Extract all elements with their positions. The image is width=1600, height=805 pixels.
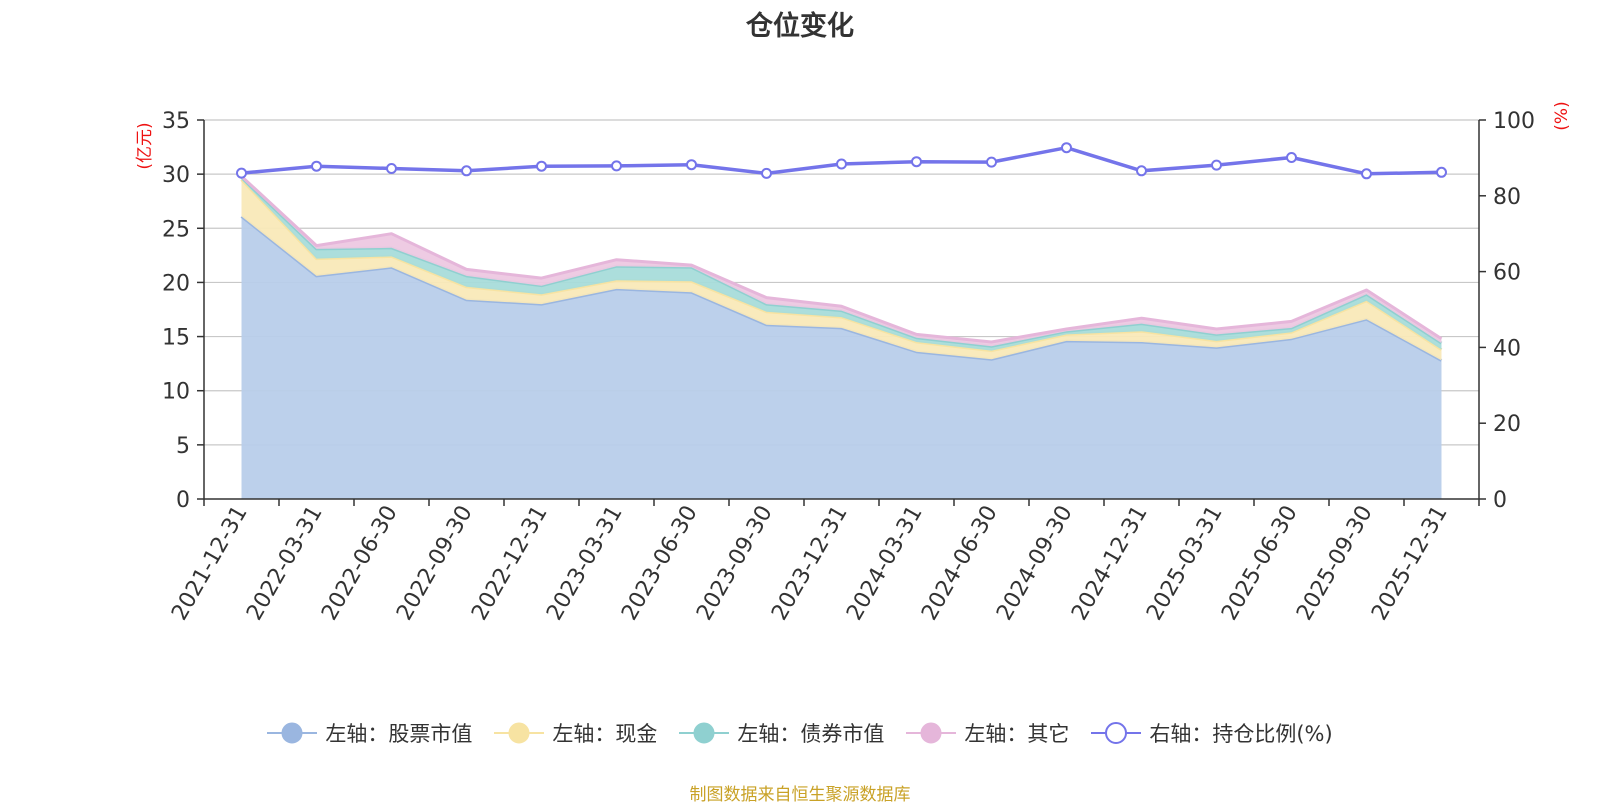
chart-canvas: 0 5 10 15 20 25 30 35 0 20 40 60 80 100 (亿元) (%) 2021-12… — [135, 101, 1572, 625]
x-tick-label: 2025-03-31 — [1142, 502, 1228, 625]
x-tick-label: 2024-06-30 — [917, 502, 1003, 625]
legend-label: 右轴：持仓比例(%) — [1149, 722, 1333, 746]
position-ratio-point — [1286, 152, 1297, 163]
left-tick-label: 15 — [162, 326, 190, 351]
x-tick-label: 2025-12-31 — [1367, 502, 1453, 625]
filled-circle-icon — [906, 722, 957, 744]
x-tick-label: 2023-12-31 — [767, 502, 853, 625]
x-tick-label: 2025-09-30 — [1292, 502, 1378, 625]
x-tick-label: 2024-12-31 — [1067, 502, 1153, 625]
area-series-2 — [241, 179, 1442, 361]
chart-title: 仓位变化 — [746, 11, 854, 42]
x-tick-label: 2022-12-31 — [467, 502, 553, 625]
position-ratio-point — [1061, 142, 1072, 154]
right-axis-unit-label: (%) — [1552, 101, 1572, 130]
legend-label: 左轴：股票市值 — [325, 722, 473, 746]
source-note: 制图数据来自恒生聚源数据库 — [689, 785, 911, 805]
x-tick-label: 2021-12-31 — [167, 502, 253, 625]
left-axis-unit-label: (亿元) — [135, 122, 155, 169]
x-tick-label: 2022-03-31 — [242, 502, 328, 625]
legend-item[interactable]: 左轴：债券市值 — [679, 718, 884, 748]
position-ratio-point — [536, 160, 547, 172]
left-tick-label: 25 — [162, 217, 190, 242]
x-tick-label: 2023-09-30 — [692, 502, 778, 625]
position-ratio-point — [311, 160, 322, 172]
legend-label: 左轴：其它 — [964, 722, 1070, 746]
position-ratio-point — [1211, 159, 1222, 171]
position-ratio-point — [1136, 165, 1147, 177]
right-tick-label: 40 — [1493, 336, 1521, 361]
right-tick-label: 0 — [1493, 488, 1507, 513]
position-ratio-point — [1361, 168, 1372, 180]
filled-circle-icon — [267, 722, 318, 744]
legend: 左轴：股票市值 左轴：现金 左轴：债券市值 左轴：其它 右轴：持仓比例(%) — [0, 718, 1600, 748]
position-ratio-point — [386, 163, 397, 174]
position-ratio-point — [761, 167, 772, 179]
right-tick-label: 20 — [1493, 412, 1521, 437]
position-ratio-point — [836, 158, 847, 170]
left-tick-label: 30 — [162, 163, 190, 188]
position-ratio-point — [986, 156, 997, 168]
area-series-1 — [241, 216, 1442, 499]
legend-item[interactable]: 左轴：股票市值 — [267, 718, 472, 748]
position-ratio-point — [911, 156, 922, 168]
area-series-3 — [241, 177, 1442, 351]
x-tick-label: 2023-03-31 — [542, 502, 628, 625]
left-tick-label: 20 — [162, 271, 190, 296]
x-tick-label: 2024-09-30 — [992, 502, 1078, 625]
area-series-4-line — [240, 175, 1443, 344]
legend-item[interactable]: 右轴：持仓比例(%) — [1091, 718, 1333, 748]
x-tick-label: 2023-06-30 — [617, 502, 703, 625]
right-tick-label: 80 — [1493, 185, 1521, 210]
hollow-circle-icon — [1091, 722, 1142, 744]
filled-circle-icon — [494, 722, 545, 744]
x-tick-label: 2025-06-30 — [1217, 502, 1303, 625]
left-tick-label: 35 — [162, 109, 190, 134]
position-ratio-point — [611, 160, 622, 172]
position-ratio-point — [461, 165, 472, 177]
x-tick-label: 2024-03-31 — [842, 502, 928, 625]
x-tick-label: 2022-06-30 — [317, 502, 403, 625]
legend-label: 左轴：现金 — [552, 722, 658, 746]
left-tick-label: 0 — [176, 488, 190, 513]
position-ratio-point — [236, 167, 247, 179]
position-ratio-point — [686, 159, 697, 171]
legend-item[interactable]: 左轴：其它 — [906, 718, 1069, 748]
position-ratio-point — [1436, 166, 1447, 178]
legend-label: 左轴：债券市值 — [737, 722, 885, 746]
right-tick-label: 100 — [1493, 109, 1535, 134]
right-tick-label: 60 — [1493, 261, 1521, 286]
left-tick-label: 5 — [176, 434, 190, 459]
legend-item[interactable]: 左轴：现金 — [494, 718, 657, 748]
left-tick-label: 10 — [162, 380, 190, 405]
x-tick-label: 2022-09-30 — [392, 502, 478, 625]
filled-circle-icon — [679, 722, 730, 744]
